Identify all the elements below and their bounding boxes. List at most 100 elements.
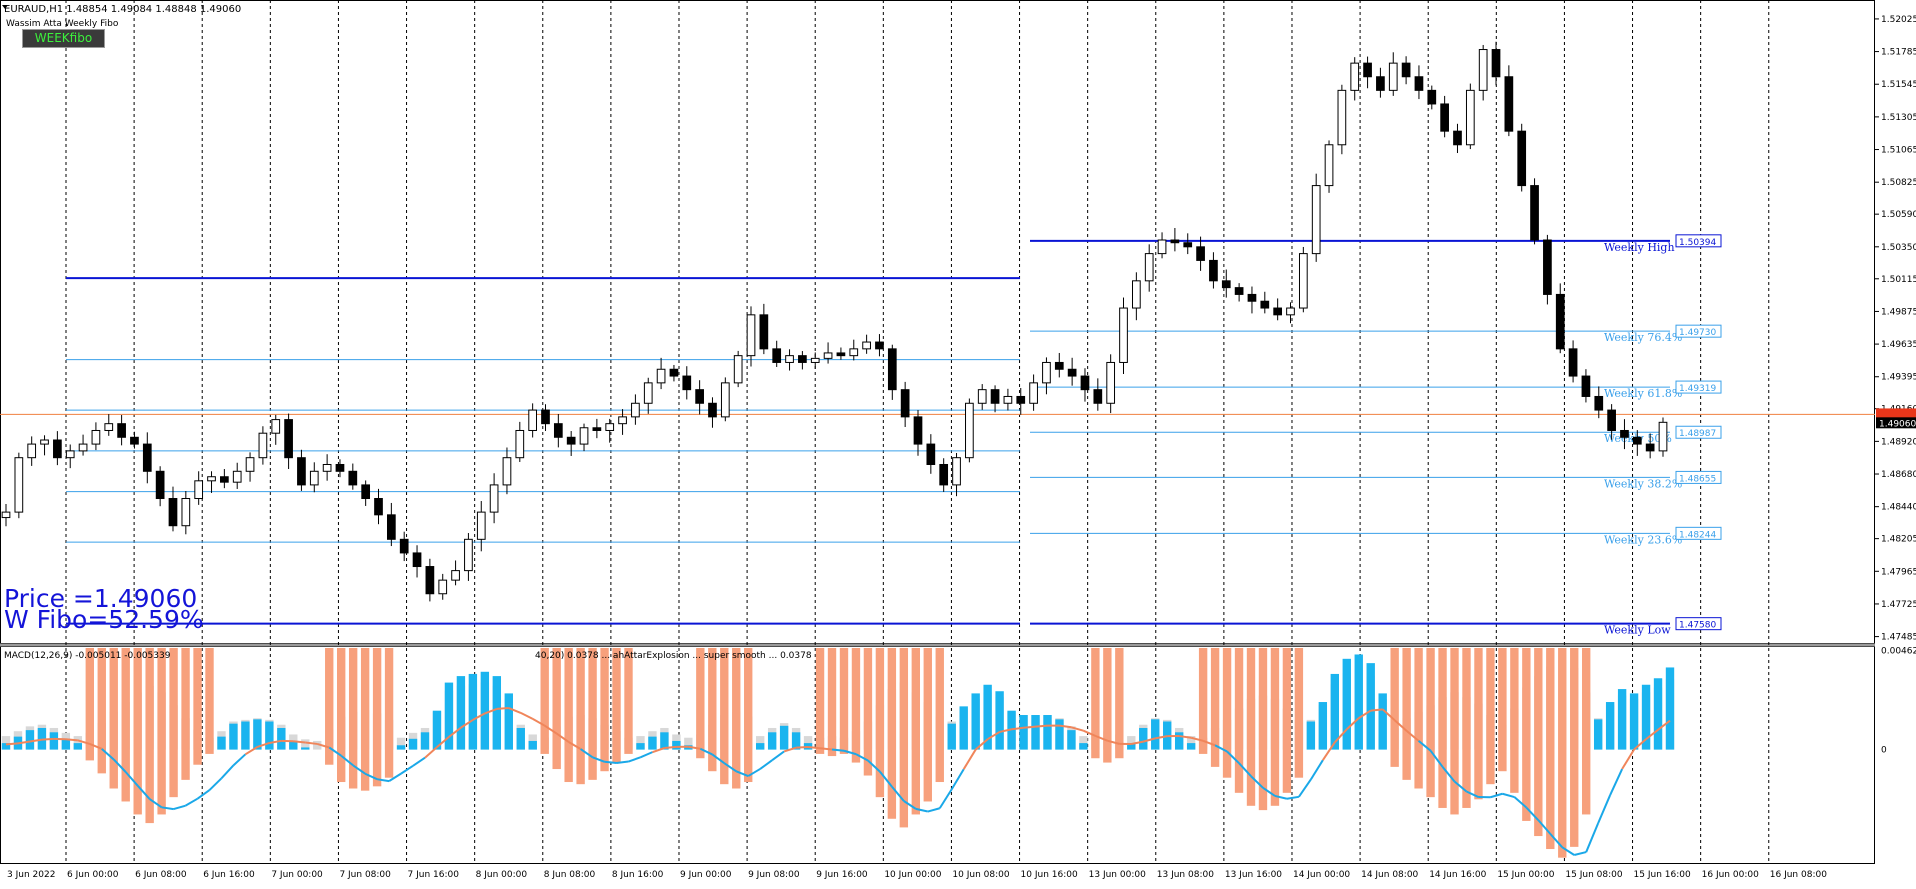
fibo-level-name: Weekly 61.8% (1604, 387, 1682, 400)
macd-histogram-bar (1295, 648, 1303, 778)
macd-histogram-bar (301, 747, 309, 749)
candle-body (927, 444, 935, 464)
candle-body (79, 444, 87, 451)
candle-body (54, 440, 62, 458)
candle-body (1582, 376, 1590, 396)
candle-body (1120, 308, 1128, 362)
candle-body (1389, 63, 1397, 90)
candle-body (105, 424, 113, 431)
candle-body (953, 458, 961, 485)
macd-histogram-bar (624, 648, 632, 754)
y-tick-label: 1.49395 (1881, 373, 1916, 383)
y-tick-label: 1.48920 (1881, 437, 1916, 447)
macd-histogram-bar (1055, 719, 1063, 749)
macd-histogram-bar (541, 648, 549, 754)
candle-body (1633, 437, 1641, 444)
macd-signal-line (497, 708, 509, 709)
macd-histogram-bar (1510, 648, 1518, 793)
x-tick-label: 13 Jun 08:00 (1157, 870, 1214, 880)
macd-histogram-bar (1594, 719, 1602, 749)
candle-body (66, 451, 74, 458)
macd-histogram-bar (636, 743, 644, 749)
macd-histogram-bar (1414, 648, 1422, 789)
candle-body (991, 390, 999, 404)
macd-histogram-bar (1450, 648, 1458, 814)
candle-body (413, 553, 421, 567)
candle-body (1107, 362, 1115, 403)
candle-body (1197, 247, 1205, 261)
candle-body (15, 458, 23, 512)
candle-body (619, 417, 627, 424)
macd-histogram-bar (936, 648, 944, 782)
macd-histogram-bar (1031, 715, 1039, 750)
candle-body (1364, 63, 1372, 77)
symbol-header: EURAUD,H1 1.48854 1.49084 1.48848 1.4906… (4, 4, 241, 15)
x-tick-label: 15 Jun 16:00 (1634, 870, 1691, 880)
candle-body (310, 471, 318, 485)
candle-body (182, 499, 190, 526)
candle-body (773, 349, 781, 363)
candle-body (824, 353, 832, 358)
macd-histogram-bar (529, 741, 537, 750)
x-tick-label: 8 Jun 16:00 (612, 870, 664, 880)
y-tick-label: 1.50115 (1881, 275, 1916, 285)
macd-signal-line (42, 739, 54, 740)
y-tick-label: 1.51545 (1881, 80, 1916, 90)
fibo-level-name: Weekly High (1604, 241, 1675, 254)
candle-body (490, 485, 498, 512)
candle-body (1428, 90, 1436, 104)
candle-body (92, 430, 100, 444)
macd-signal-line (6, 743, 18, 744)
macd-histogram-bar (1019, 715, 1027, 750)
candle-body (1659, 422, 1667, 451)
weekfibo-button[interactable]: WEEKfibo (22, 29, 105, 48)
x-tick-label: 14 Jun 08:00 (1361, 870, 1418, 880)
macd-histogram-bar (157, 648, 165, 814)
fibo-level-name: Weekly 38.2% (1604, 477, 1682, 490)
fibo-value-label: 1.48987 (1679, 429, 1716, 439)
candle-body (387, 515, 395, 539)
macd-histogram-bar (612, 648, 620, 763)
macd-histogram-bar (241, 721, 249, 749)
candle-body (1338, 90, 1346, 144)
x-tick-label: 14 Jun 00:00 (1293, 870, 1350, 880)
candle-body (1094, 390, 1102, 404)
candle-body (465, 539, 473, 570)
candle-body (1184, 243, 1192, 247)
x-tick-label: 13 Jun 00:00 (1089, 870, 1146, 880)
candle-body (400, 539, 408, 553)
candle-body (349, 471, 357, 485)
macd-histogram-bar (373, 648, 381, 786)
candle-body (542, 410, 550, 424)
macd-histogram-bar (1534, 648, 1542, 836)
macd-histogram-bar (1223, 648, 1231, 778)
y-tick-label: 1.51785 (1881, 48, 1916, 58)
macd-histogram-bar (1151, 719, 1159, 749)
candle-body (683, 376, 691, 390)
y-tick-label: 1.48440 (1881, 503, 1916, 513)
macd-histogram-bar (995, 691, 1003, 749)
macd-histogram-bar (469, 674, 477, 750)
macd-histogram-bar (852, 648, 860, 763)
candle-body (169, 499, 177, 526)
macd-histogram-bar (1402, 648, 1410, 780)
macd-histogram-bar (648, 737, 656, 750)
macd-histogram-bar (205, 648, 213, 754)
candle-body (978, 390, 986, 404)
macd-histogram-bar (1355, 654, 1363, 749)
candle-body (760, 315, 768, 349)
macd-y-tick-label: 0.004622 (1881, 647, 1916, 657)
candle-body (1621, 430, 1629, 437)
macd-histogram-bar (1319, 702, 1327, 750)
macd-histogram-bar (1139, 728, 1147, 750)
candle-body (632, 403, 640, 417)
fibo-level-name: Weekly Low (1604, 624, 1671, 637)
macd-histogram-bar (421, 732, 429, 749)
macd-histogram-bar (50, 732, 58, 749)
macd-histogram-bar (1462, 648, 1470, 808)
candle-body (1274, 308, 1282, 315)
macd-histogram-bar (1079, 743, 1087, 749)
x-tick-label: 16 Jun 00:00 (1702, 870, 1759, 880)
candle-body (41, 440, 49, 444)
